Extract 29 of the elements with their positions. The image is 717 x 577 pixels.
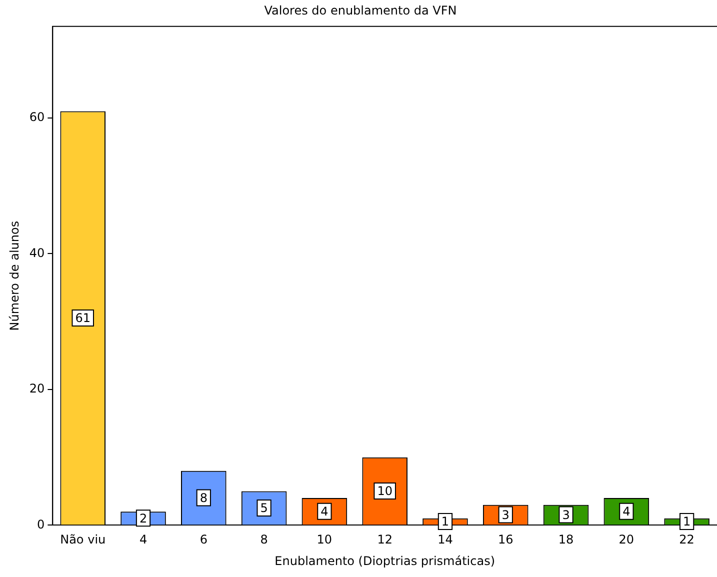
y-tick-label: 60 [29,110,45,124]
data-label: 2 [139,511,148,526]
y-tick-label: 40 [29,246,45,260]
y-axis-title: Número de alunos [7,220,22,331]
data-label: 4 [320,504,328,518]
y-tick-label: 20 [29,382,45,396]
y-tick-label: 0 [37,517,45,532]
data-label: 61 [75,311,91,326]
x-tick-label: 6 [200,532,208,547]
data-label: 3 [502,508,510,522]
x-tick-label: 10 [316,532,332,547]
data-label: 3 [562,508,570,522]
x-tick-label: 16 [498,532,514,547]
x-tick-label: 4 [139,532,148,547]
data-label: 5 [260,501,268,516]
data-label: 1 [441,514,450,529]
data-label: 10 [377,484,392,498]
chart-title: Valores do enublamento da VFN [264,3,457,18]
data-label: 1 [682,514,691,529]
x-tick-label: Não viu [60,532,106,547]
x-tick-label: 14 [438,532,453,547]
x-tick-label: 18 [558,532,574,547]
x-tick-label: 12 [377,532,392,547]
x-tick-label: 8 [260,532,268,547]
x-axis-title: Enublamento (Dioptrias prismáticas) [274,554,496,568]
data-label: 4 [622,504,630,518]
data-label: 8 [200,490,208,505]
x-tick-label: 20 [618,532,634,547]
x-tick-label: 22 [679,532,694,547]
